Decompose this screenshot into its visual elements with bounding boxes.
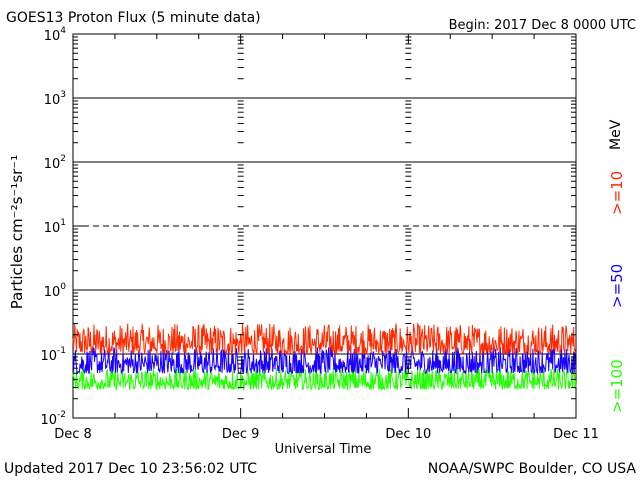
x-axis-ticks: Dec 8 Dec 9 Dec 10 Dec 11 [54,34,599,442]
chart-title: GOES13 Proton Flux (5 minute data) [6,10,261,26]
y-tick-base: 10 [40,413,57,428]
y-tick-exponent: -1 [57,346,66,356]
begin-timestamp: Begin: 2017 Dec 8 0000 UTC [449,18,636,33]
legend-unit: MeV [608,119,624,150]
y-tick-label: 104 [44,26,67,44]
source-credit: NOAA/SWPC Boulder, CO USA [428,461,637,477]
y-tick-exponent: -2 [57,410,66,420]
y-tick-label: 103 [44,90,66,108]
x-axis-label: Universal Time [275,442,372,457]
y-tick-base: 10 [44,93,61,108]
legend: MeV >=10 >=50 >=100 [608,119,626,413]
legend-label-1: >=10 [608,171,626,215]
y-tick-label: 101 [44,218,66,236]
y-axis-label: Particles cm⁻²s⁻¹sr⁻¹ [8,155,26,309]
y-tick-exponent: 3 [60,90,66,100]
y-tick-exponent: 0 [60,282,66,292]
data-series [72,322,577,391]
series-line-2 [72,346,577,375]
x-tick-label: Dec 11 [553,427,599,442]
y-tick-label: 10-1 [40,346,66,364]
y-tick-base: 10 [44,221,61,236]
y-tick-base: 10 [44,157,61,172]
y-tick-label: 10-2 [40,410,66,428]
series-line-3 [72,367,577,391]
legend-label-3: >=100 [608,359,626,413]
y-tick-exponent: 2 [60,154,66,164]
x-tick-label: Dec 10 [385,427,431,442]
gridlines [73,97,576,355]
series-line-1 [72,322,577,356]
y-tick-exponent: 1 [60,218,66,228]
x-tick-label: Dec 8 [54,427,92,442]
updated-timestamp: Updated 2017 Dec 10 23:56:02 UTC [4,461,257,477]
legend-label-2: >=50 [608,264,626,308]
x-tick-label: Dec 9 [222,427,260,442]
y-tick-base: 10 [44,29,61,44]
y-tick-base: 10 [40,349,57,364]
y-tick-base: 10 [44,285,61,300]
y-tick-label: 100 [44,282,67,300]
y-tick-label: 102 [44,154,66,172]
y-tick-exponent: 4 [60,26,66,36]
